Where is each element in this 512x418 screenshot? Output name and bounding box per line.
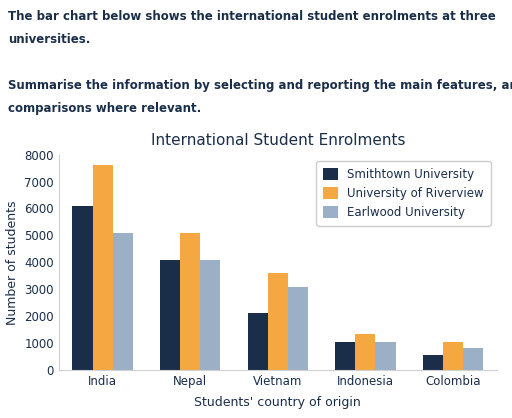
Legend: Smithtown University, University of Riverview, Earlwood University: Smithtown University, University of Rive… (316, 161, 490, 226)
Bar (288, 286, 308, 370)
Bar (180, 233, 200, 370)
Bar (463, 349, 483, 370)
Bar (93, 166, 113, 370)
Bar (113, 233, 133, 370)
Bar (375, 342, 395, 370)
Bar (355, 334, 375, 370)
Title: International Student Enrolments: International Student Enrolments (151, 133, 405, 148)
Bar (335, 342, 355, 370)
Bar (268, 273, 288, 370)
Text: Summarise the information by selecting and reporting the main features, and make: Summarise the information by selecting a… (8, 79, 512, 92)
Bar (248, 314, 268, 370)
Bar (423, 355, 443, 370)
Y-axis label: Number of students: Number of students (6, 200, 19, 324)
Text: comparisons where relevant.: comparisons where relevant. (8, 102, 201, 115)
Text: universities.: universities. (8, 33, 90, 46)
Bar (73, 206, 93, 370)
X-axis label: Students' country of origin: Students' country of origin (195, 396, 361, 409)
Text: The bar chart below shows the international student enrolments at three: The bar chart below shows the internatio… (8, 10, 496, 23)
Bar (443, 342, 463, 370)
Bar (200, 260, 220, 370)
Bar (160, 260, 180, 370)
